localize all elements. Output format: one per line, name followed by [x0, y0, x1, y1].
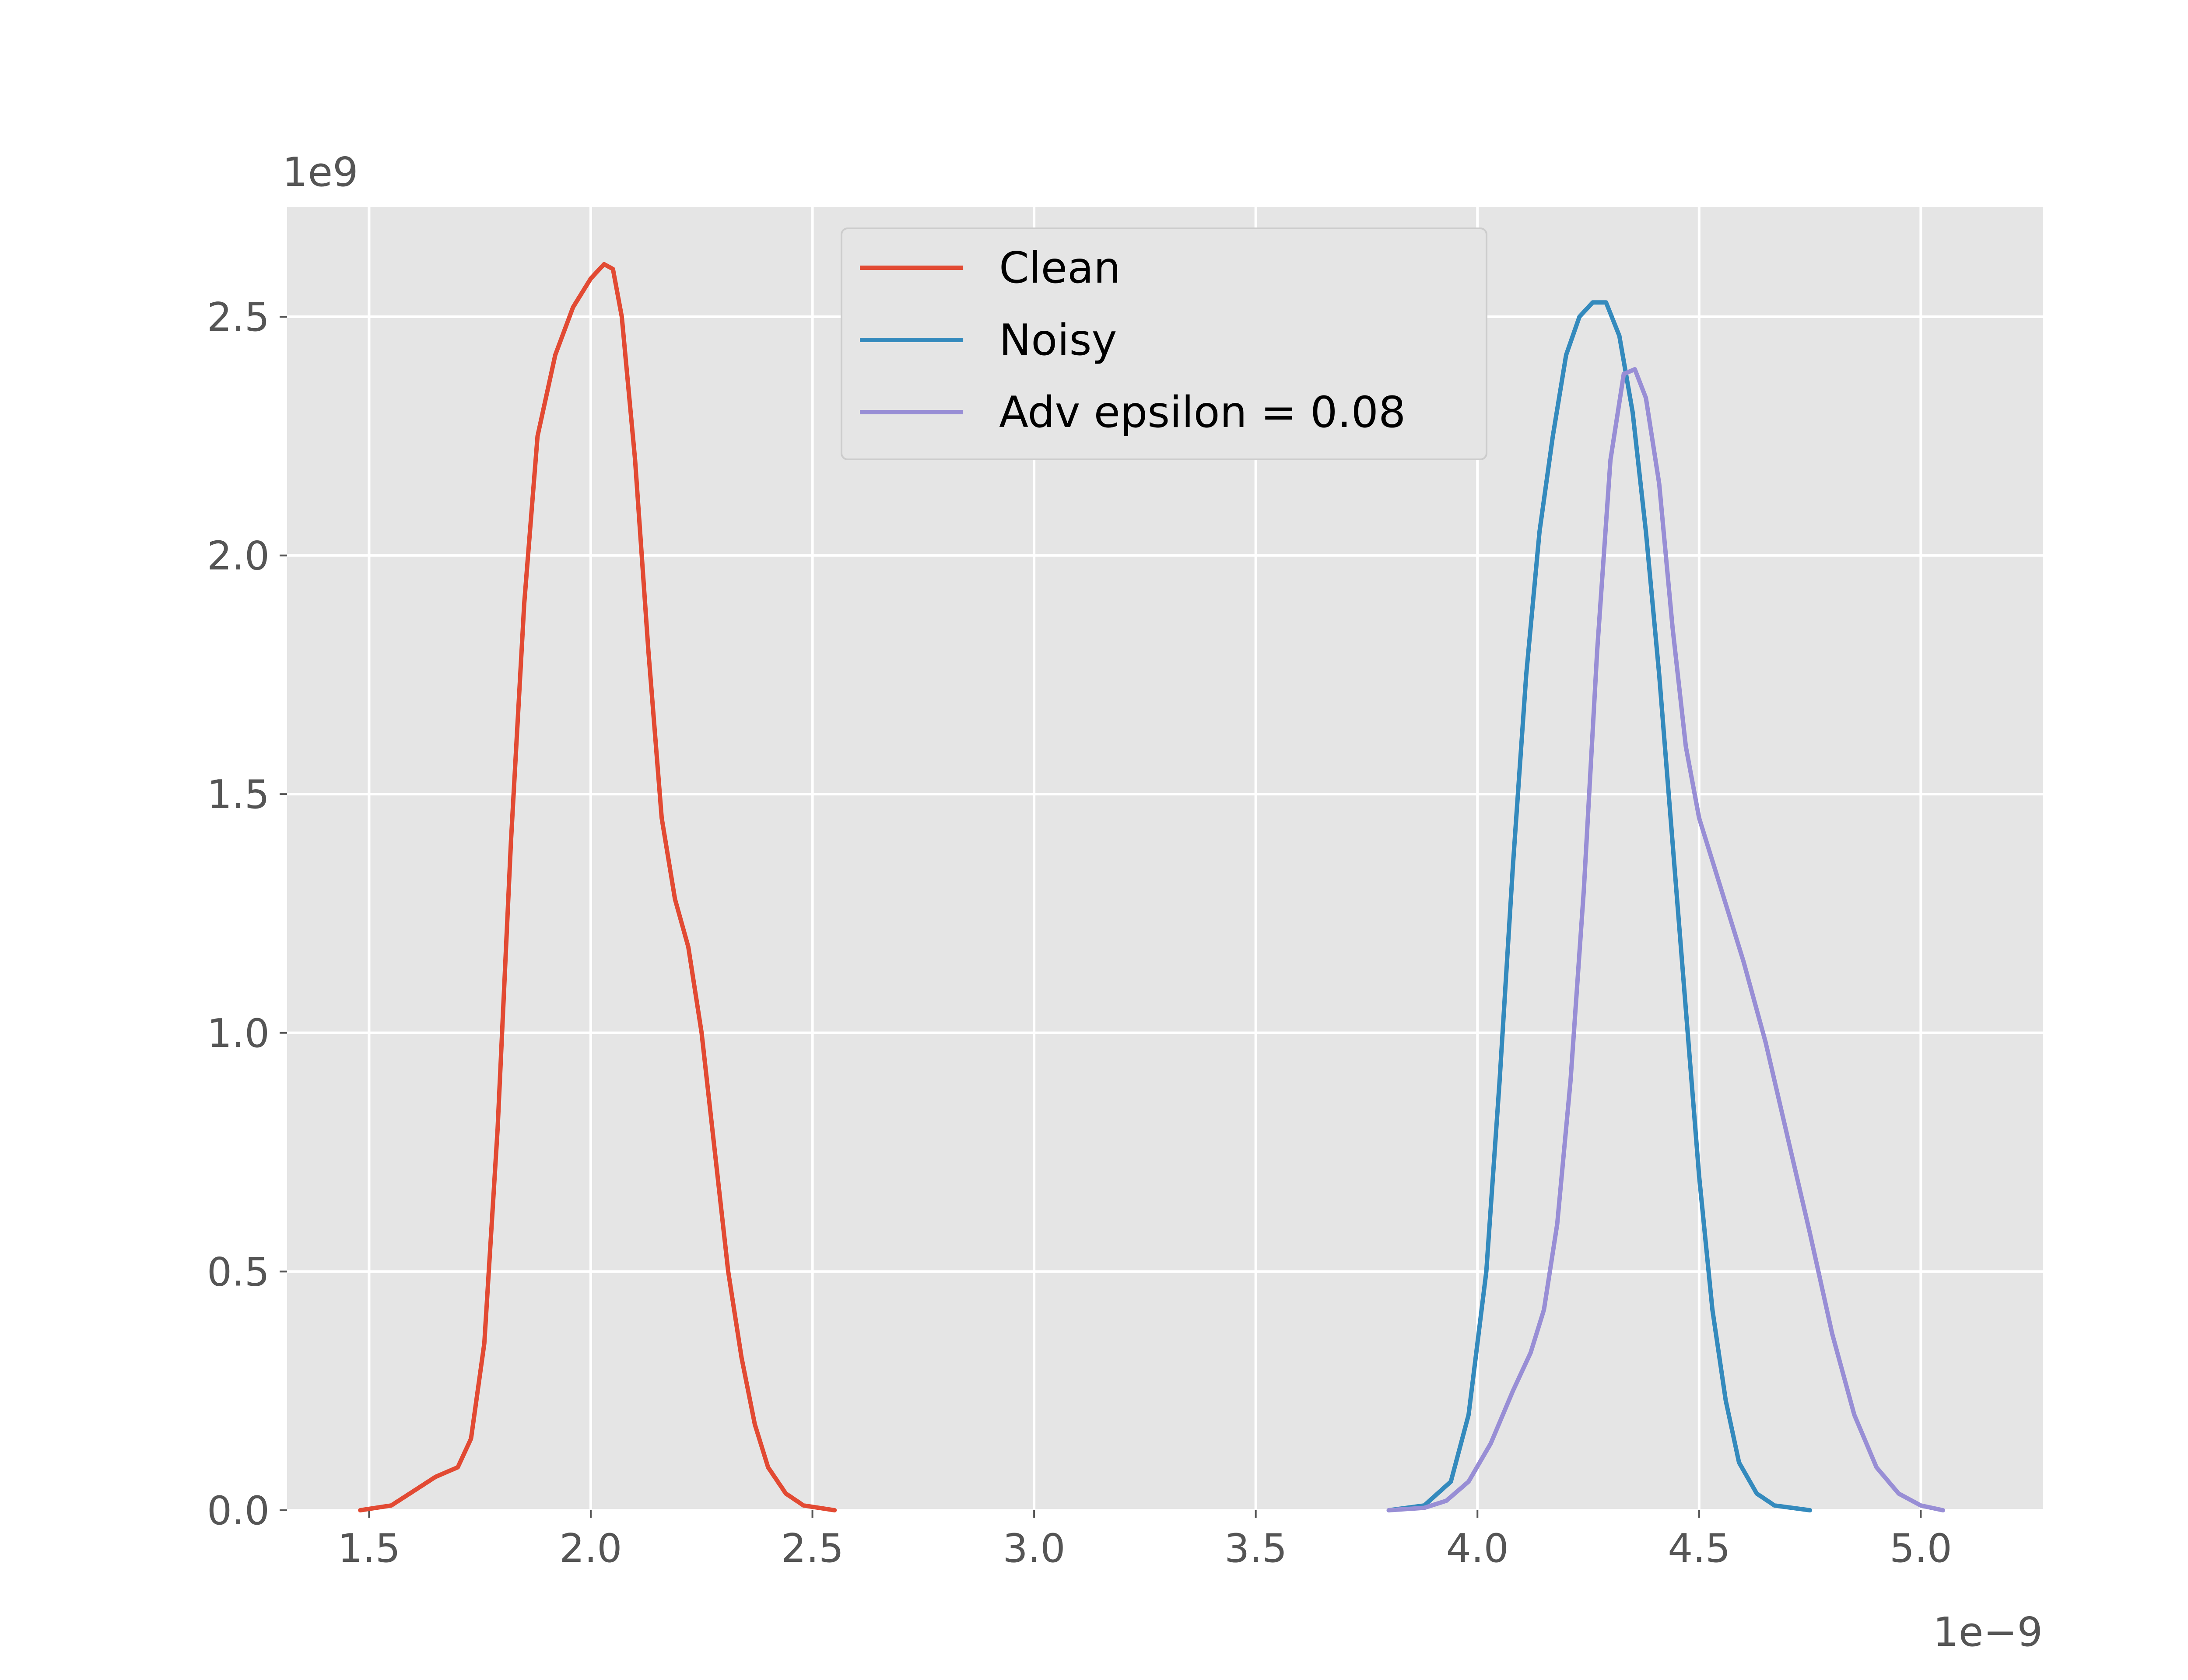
x-tick-label: 2.5 — [781, 1526, 844, 1572]
y-axis-offset-label: 1e9 — [282, 149, 358, 196]
legend: Clean Noisy Adv epsilon = 0.08 — [841, 228, 1487, 460]
legend-label: Adv epsilon = 0.08 — [999, 388, 1406, 438]
series-line-adv-epsilon-0-08 — [1386, 367, 1945, 1512]
y-tick-label: 2.5 — [207, 294, 270, 340]
y-tick-label: 0.5 — [207, 1249, 270, 1295]
y-tick-label: 0.0 — [207, 1488, 270, 1534]
x-tick-label: 1.5 — [338, 1526, 400, 1572]
x-tick-label: 3.5 — [1224, 1526, 1287, 1572]
series-line-noisy — [1386, 300, 1813, 1512]
x-tick-label: 2.0 — [559, 1526, 622, 1572]
x-axis-offset-label: 1e−9 — [1933, 1609, 2043, 1656]
y-axis-ticks: 0.0 0.5 1.0 1.5 2.0 2.5 — [207, 294, 287, 1534]
y-tick-label: 2.0 — [207, 533, 270, 579]
x-axis-ticks: 1.5 2.0 2.5 3.0 3.5 4.0 4.5 5.0 — [338, 1510, 1952, 1572]
x-tick-label: 5.0 — [1890, 1526, 1952, 1572]
legend-label: Clean — [999, 243, 1121, 293]
legend-label: Noisy — [999, 315, 1117, 365]
y-tick-label: 1.5 — [207, 772, 270, 818]
legend-box — [841, 228, 1487, 460]
x-tick-label: 4.5 — [1668, 1526, 1730, 1572]
x-tick-label: 4.0 — [1446, 1526, 1509, 1572]
x-tick-label: 3.0 — [1003, 1526, 1066, 1572]
y-tick-label: 1.0 — [207, 1011, 270, 1057]
series-line-clean — [358, 262, 837, 1512]
series-lines — [358, 262, 1945, 1512]
legend-items: Clean Noisy Adv epsilon = 0.08 — [860, 243, 1406, 438]
